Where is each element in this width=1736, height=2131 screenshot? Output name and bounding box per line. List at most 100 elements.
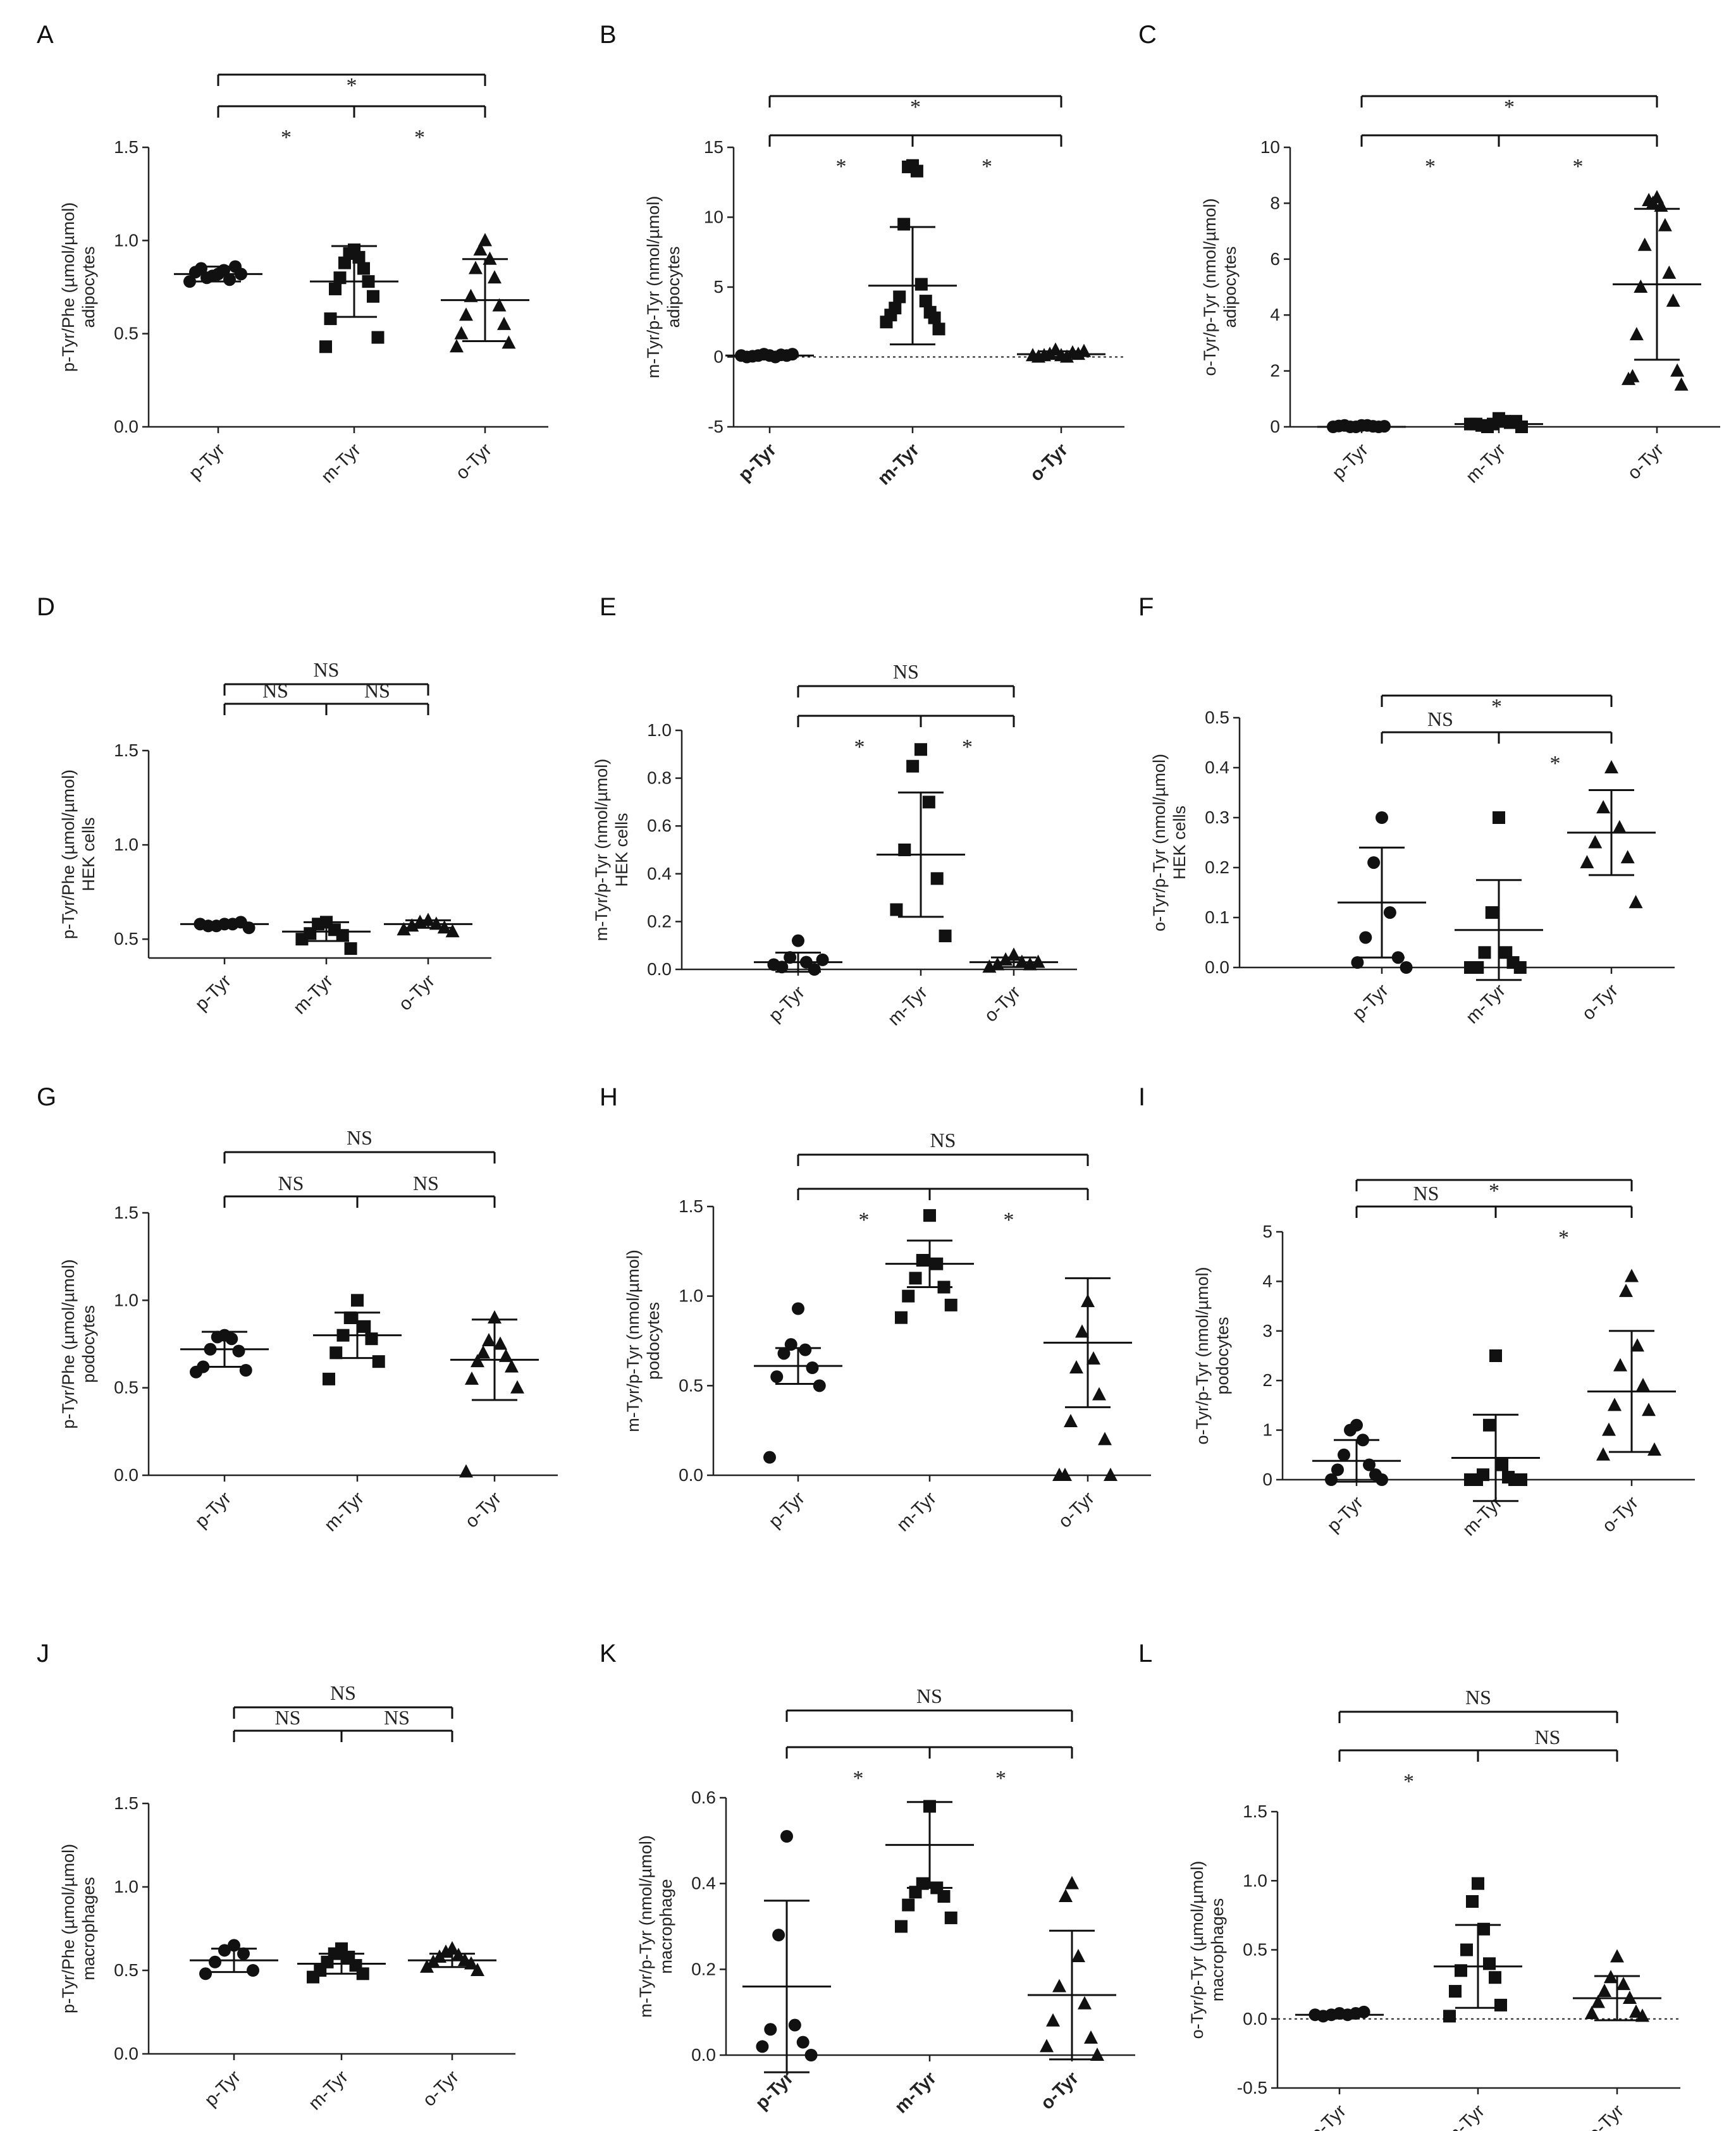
x-category-label-m-tyr: m-Tyr — [305, 2067, 352, 2114]
y-tick-label: 3 — [1262, 1321, 1272, 1341]
data-point-p-tyr — [770, 1370, 784, 1384]
significance-label: * — [1403, 1770, 1414, 1793]
data-point-m-tyr — [939, 930, 952, 943]
y-tick-label: 1.5 — [114, 1793, 139, 1813]
significance-bracket: NS — [1338, 1686, 1618, 1723]
data-point-o-tyr — [1634, 279, 1648, 293]
significance-bracket: NS — [356, 1172, 496, 1208]
data-point-p-tyr — [232, 1344, 245, 1358]
panel-letter: I — [1138, 1083, 1145, 1111]
y-axis-label-line: p-Tyr/Phe (µmol/µmol) — [59, 202, 78, 372]
y-tick-label: 0 — [1262, 1470, 1272, 1489]
y-axis-label-line: m-Tyr/p-Tyr (nmol/µmol) — [624, 1250, 643, 1432]
data-point-o-tyr — [1604, 760, 1618, 773]
significance-bracket: NS — [233, 1706, 343, 1742]
data-point-m-tyr — [890, 903, 903, 916]
y-tick-label: 0.5 — [114, 324, 139, 343]
data-point-m-tyr — [906, 759, 920, 773]
data-point-o-tyr — [1071, 1948, 1085, 1962]
panel-letter: D — [37, 593, 55, 621]
significance-label: * — [982, 155, 992, 178]
y-tick-label: 0.5 — [1243, 1940, 1267, 1960]
data-point-m-tyr — [343, 1311, 357, 1324]
data-point-o-tyr — [1619, 1284, 1633, 1298]
y-axis-label: o-Tyr/p-Tyr (nmol/µmol)podocytes — [1193, 1267, 1232, 1444]
y-tick-label: 0.0 — [1205, 957, 1229, 977]
data-point-p-tyr — [211, 1330, 224, 1344]
significance-label: NS — [1535, 1726, 1561, 1748]
data-point-o-tyr — [1087, 1351, 1100, 1365]
significance-bracket: NS — [797, 1129, 1089, 1166]
y-tick-label: 0.2 — [691, 1959, 716, 1979]
panel-letter: A — [37, 21, 54, 49]
panel-letter: C — [1138, 21, 1157, 49]
y-axis-label-line: o-Tyr/p-Tyr (nmol/µmol) — [1193, 1267, 1212, 1444]
data-point-p-tyr — [237, 1947, 250, 1960]
data-point-o-tyr — [397, 922, 411, 936]
y-axis-label-line: m-Tyr/p-Tyr (nmol/µmol) — [644, 196, 663, 379]
significance-bracket: * — [797, 1188, 931, 1232]
y-tick-label: 1.0 — [679, 1286, 703, 1306]
y-tick-label: 1.5 — [114, 137, 139, 157]
data-point-m-tyr — [1515, 1473, 1527, 1486]
chart-panel-f: F 0.0 0.1 0.2 0.3 0.4 0.5 o-Tyr/p-Tyr (nmol/µmo… — [1138, 593, 1675, 1028]
data-point-p-tyr — [792, 934, 804, 947]
data-point-o-tyr — [1046, 2013, 1060, 2027]
significance-label: NS — [1465, 1686, 1491, 1709]
significance-bracket: NS — [223, 679, 328, 715]
y-tick-label: 1.5 — [679, 1196, 703, 1216]
y-tick-label: 1.5 — [1243, 1802, 1267, 1821]
data-point-m-tyr — [910, 164, 923, 178]
data-point-o-tyr — [1069, 1360, 1083, 1373]
significance-label: * — [347, 74, 357, 97]
data-point-m-tyr — [909, 1272, 922, 1285]
significance-label: * — [1491, 695, 1502, 718]
significance-label: NS — [278, 1172, 304, 1194]
data-point-o-tyr — [1064, 1414, 1078, 1427]
data-point-o-tyr — [1666, 293, 1680, 307]
significance-label: NS — [916, 1685, 942, 1707]
y-tick-label: 10 — [1260, 137, 1280, 157]
data-point-o-tyr — [1090, 2048, 1104, 2061]
significance-bracket: NS — [797, 660, 1015, 697]
data-point-o-tyr — [1052, 1979, 1066, 1993]
significance-bracket: * — [1338, 1749, 1479, 1793]
panel-letter: G — [37, 1083, 56, 1111]
data-point-o-tyr — [1602, 1422, 1616, 1436]
x-category-label-p-tyr: p-Tyr — [765, 982, 810, 1026]
y-axis-label: m-Tyr/p-Tyr (nmol/µmol)adipocytes — [644, 196, 683, 379]
data-point-o-tyr — [488, 270, 502, 284]
data-point-o-tyr — [1642, 192, 1656, 206]
y-axis-label: p-Tyr/Phe (µmol/µmol)HEK cells — [59, 770, 98, 939]
panel-letter: E — [600, 593, 617, 621]
chart-panel-k: K 0.0 0.2 0.4 0.6 m-Tyr/p-Tyr (nmol/µmol)macr… — [600, 1640, 1135, 2117]
x-category-label-p-tyr: p-Tyr — [1349, 980, 1393, 1024]
data-point-o-tyr — [454, 326, 469, 340]
significance-label: NS — [347, 1126, 372, 1149]
data-point-o-tyr — [1662, 265, 1677, 279]
y-tick-label: 2 — [1270, 361, 1280, 381]
data-point-p-tyr — [1400, 961, 1413, 974]
data-point-o-tyr — [1620, 850, 1635, 864]
data-point-o-tyr — [482, 1332, 496, 1346]
y-tick-label: 1.5 — [114, 740, 139, 760]
data-point-m-tyr — [932, 322, 945, 336]
data-point-m-tyr — [1493, 811, 1505, 824]
data-point-o-tyr — [1588, 835, 1603, 849]
data-point-o-tyr — [478, 233, 492, 247]
data-point-m-tyr — [1466, 1895, 1479, 1908]
data-point-o-tyr — [459, 307, 473, 321]
y-axis-label-line: macrophages — [1208, 1898, 1227, 2002]
data-point-o-tyr — [499, 1348, 513, 1362]
data-point-m-tyr — [344, 942, 357, 955]
significance-bracket: * — [797, 715, 922, 759]
chart-panel-h: H 0.0 0.5 1.0 1.5 m-Tyr/p-Tyr (nmol/µmol)podo… — [600, 1083, 1151, 1535]
data-point-o-tyr — [1628, 895, 1643, 909]
chart-panel-l: L -0.5 0.0 0.5 1.0 1.5 o-Tyr/p-Tyr (µmol/µmol)… — [1138, 1640, 1680, 2131]
data-point-m-tyr — [295, 933, 309, 946]
significance-bracket: * — [928, 1746, 1073, 1790]
data-point-p-tyr — [189, 266, 202, 279]
x-category-label-o-tyr: o-Tyr — [1584, 2101, 1628, 2131]
y-axis-label-line: HEK cells — [612, 813, 631, 887]
significance-label: * — [1550, 752, 1561, 775]
